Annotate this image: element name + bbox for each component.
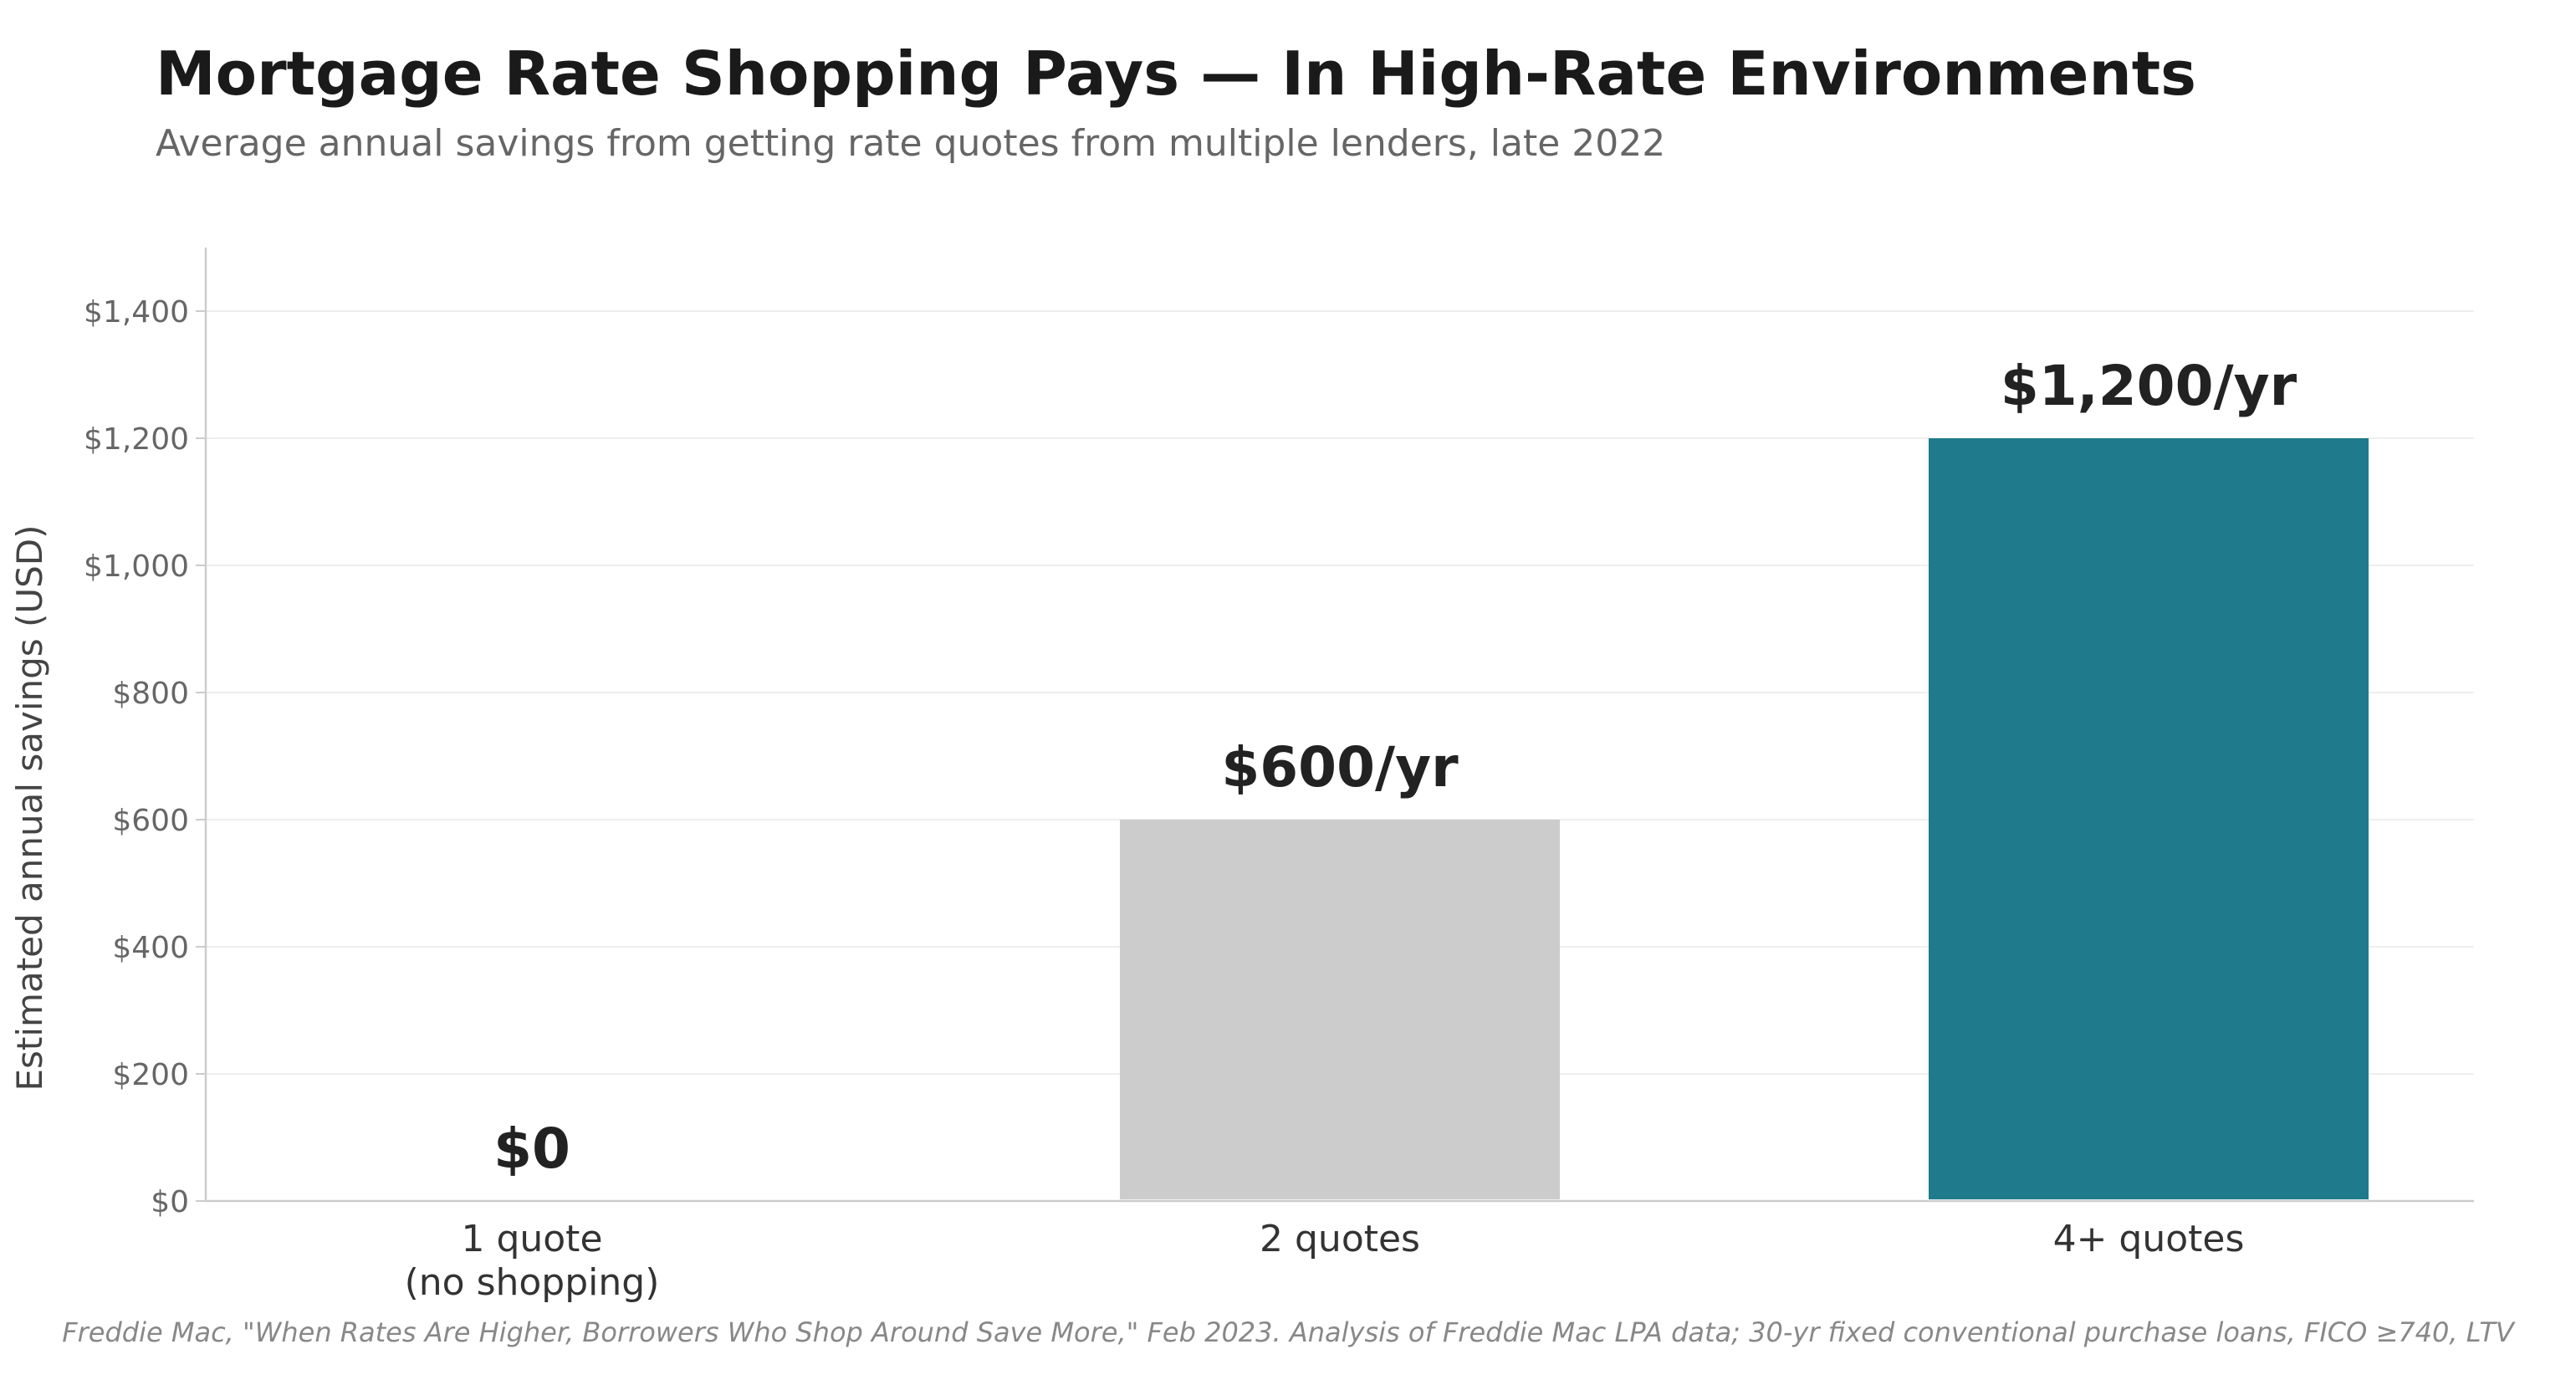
x-tick-labels: 1 quote (no shopping) 2 quotes 4+ quotes xyxy=(405,1218,2245,1304)
data-label: $0 xyxy=(493,1117,570,1181)
x-tick-label: 2 quotes xyxy=(1260,1218,1420,1260)
data-labels: $0 $600/yr $1,200/yr xyxy=(493,354,2297,1181)
axes xyxy=(196,248,2474,1203)
source-note: Freddie Mac, "When Rates Are Higher, Bor… xyxy=(62,1316,2514,1348)
x-tick-label: 4+ quotes xyxy=(2053,1218,2245,1260)
chart-subtitle: Average annual savings from getting rate… xyxy=(156,122,1666,165)
y-tick-label: $200 xyxy=(112,1058,189,1092)
bars xyxy=(1120,438,2369,1199)
y-tick-label: $1,200 xyxy=(84,422,189,457)
bar xyxy=(1120,820,1560,1199)
data-label: $600/yr xyxy=(1221,735,1459,800)
y-tick-label: $600 xyxy=(112,804,189,838)
y-tick-label: $1,000 xyxy=(84,549,189,584)
y-tick-label: $800 xyxy=(112,677,189,711)
y-tick-label: $1,400 xyxy=(84,295,189,330)
y-tick-label: $400 xyxy=(112,931,189,965)
y-axis-label: Estimated annual savings (USD) xyxy=(9,524,50,1091)
chart-title: Mortgage Rate Shopping Pays — In High-Ra… xyxy=(156,38,2197,109)
x-tick-label: 1 quote (no shopping) xyxy=(405,1218,660,1304)
y-tick-label: $0 xyxy=(151,1185,189,1219)
bar xyxy=(1929,438,2369,1199)
y-tick-labels: $0 $200 $400 $600 $800 $1,000 $1,200 $1,400 xyxy=(84,295,189,1219)
data-label: $1,200/yr xyxy=(2001,354,2297,418)
